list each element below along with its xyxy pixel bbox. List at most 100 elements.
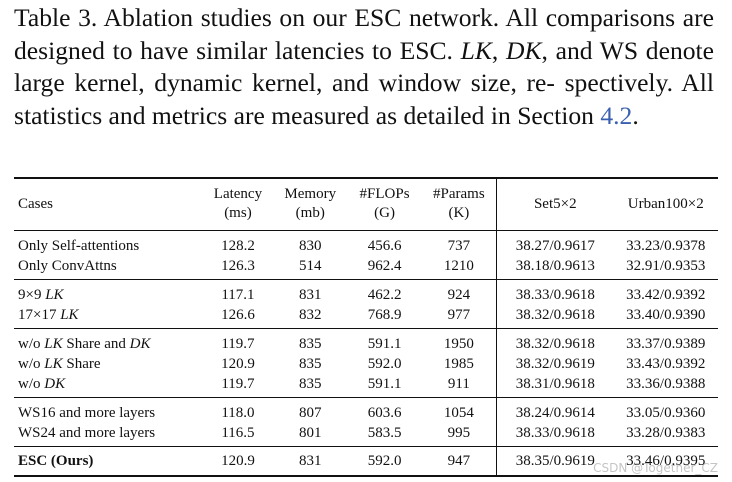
table-row: Only ConvAttns 126.3 514 962.4 1210 38.1… bbox=[14, 255, 718, 280]
cell-case: WS24 and more layers bbox=[14, 422, 203, 447]
case-text: w/o bbox=[18, 355, 45, 372]
case-symbol: DK bbox=[129, 335, 151, 352]
caption-line-2: are designed to have similar latencies t… bbox=[14, 3, 714, 65]
cell-params: 911 bbox=[421, 373, 497, 398]
cell-urban100: 33.42/0.9392 bbox=[626, 286, 706, 303]
group-window-size: WS16 and more layers 118.0 807 603.6 105… bbox=[14, 397, 718, 447]
cell-set5: 38.27/0.9617 bbox=[496, 230, 614, 256]
table-row-ours: ESC (Ours) 120.9 831 592.0 947 38.35/0.9… bbox=[14, 446, 718, 477]
cell-memory: 832 bbox=[273, 304, 348, 329]
cell-memory: 835 bbox=[299, 355, 322, 372]
cell-urban100: 32.91/0.9353 bbox=[613, 255, 718, 280]
group-kernel-size: 9×9 LK 117.1 831 462.2 924 38.33/0.9618 … bbox=[14, 279, 718, 329]
cell-memory: 835 bbox=[273, 373, 348, 398]
section-reference-link[interactable]: 4.2 bbox=[600, 100, 633, 130]
cell-latency: 120.9 bbox=[202, 446, 274, 477]
cell-params: 977 bbox=[421, 304, 497, 329]
case-symbol: DK bbox=[44, 375, 66, 392]
table-row: WS24 and more layers 116.5 801 583.5 995… bbox=[14, 422, 718, 447]
cell-flops: 462.2 bbox=[367, 286, 402, 303]
cell-urban100: 33.37/0.9389 bbox=[626, 335, 706, 352]
cell-flops: 583.5 bbox=[347, 422, 422, 447]
cell-latency: 126.6 bbox=[202, 304, 274, 329]
cell-params: 924 bbox=[447, 286, 471, 303]
group-final: ESC (Ours) 120.9 831 592.0 947 38.35/0.9… bbox=[14, 446, 718, 477]
cell-flops: 592.0 bbox=[347, 446, 422, 477]
caption-line-4: spectively. All statistics and metrics a… bbox=[14, 68, 714, 130]
cell-case: w/o LK Share and DK bbox=[14, 328, 203, 354]
header-memory: Memory (mb) bbox=[273, 177, 348, 231]
header-set5: Set5×2 bbox=[496, 177, 614, 231]
cell-flops: 962.4 bbox=[347, 255, 422, 280]
cell-case: ESC (Ours) bbox=[14, 446, 203, 477]
case-text: w/o bbox=[18, 375, 45, 392]
cell-memory: 831 bbox=[299, 286, 322, 303]
cell-latency: 119.7 bbox=[202, 373, 274, 398]
cell-flops: 592.0 bbox=[367, 355, 402, 372]
cell-set5: 38.32/0.9618 bbox=[496, 328, 614, 354]
caption-end: . bbox=[632, 100, 639, 130]
cell-case: w/o DK bbox=[14, 373, 203, 398]
table-row: WS16 and more layers 118.0 807 603.6 105… bbox=[14, 397, 718, 423]
case-symbol: LK bbox=[44, 335, 63, 352]
cell-params: 1950 bbox=[443, 335, 474, 352]
table-row: 17×17 LK 126.6 832 768.9 977 38.32/0.961… bbox=[14, 304, 718, 329]
cell-urban100: 33.05/0.9360 bbox=[626, 404, 706, 421]
header-params: #Params (K) bbox=[421, 177, 497, 231]
case-text: 17×17 bbox=[18, 306, 61, 323]
cell-urban100: 33.28/0.9383 bbox=[613, 422, 718, 447]
case-text: Share bbox=[62, 355, 101, 372]
cell-urban100: 33.43/0.9392 bbox=[626, 355, 706, 372]
table-row: 9×9 LK 117.1 831 462.2 924 38.33/0.9618 … bbox=[14, 279, 718, 305]
cell-params: 1985 bbox=[443, 355, 474, 372]
header-flops-unit: (G) bbox=[374, 205, 395, 222]
cell-flops: 768.9 bbox=[347, 304, 422, 329]
caption-separator: , bbox=[491, 35, 506, 65]
cell-set5: 38.31/0.9618 bbox=[496, 373, 614, 398]
header-flops: #FLOPs (G) bbox=[347, 177, 422, 231]
table-caption: Table 3. Ablation studies on our ESC net… bbox=[14, 2, 714, 132]
table-row: Only Self-attentions 128.2 830 456.6 737… bbox=[14, 230, 718, 256]
cell-memory: 831 bbox=[273, 446, 348, 477]
cell-flops: 456.6 bbox=[367, 237, 402, 254]
caption-lk-symbol: LK bbox=[460, 35, 492, 65]
caption-line-5: Section bbox=[517, 100, 601, 130]
cell-flops: 603.6 bbox=[367, 404, 402, 421]
table-row: w/o LK Share and DK 119.7 835 591.1 1950… bbox=[14, 328, 718, 354]
group-sharing: w/o LK Share and DK 119.7 835 591.1 1950… bbox=[14, 328, 718, 398]
header-flops-label: #FLOPs bbox=[359, 186, 410, 203]
case-text: Share and bbox=[62, 335, 130, 352]
table-row: w/o LK Share 120.9 835 592.0 1985 38.32/… bbox=[14, 353, 718, 374]
cell-urban100: 33.46/0.9395 bbox=[613, 446, 718, 477]
cell-latency: 117.1 bbox=[221, 286, 255, 303]
cell-case: 17×17 LK bbox=[14, 304, 203, 329]
watermark: CSDN @Together_CZ bbox=[593, 461, 718, 475]
cell-set5: 38.32/0.9618 bbox=[496, 304, 614, 329]
cell-case: w/o LK Share bbox=[14, 354, 203, 374]
header-memory-label: Memory bbox=[284, 186, 337, 203]
table-row: w/o DK 119.7 835 591.1 911 38.31/0.9618 … bbox=[14, 373, 718, 398]
header-urban100: Urban100×2 bbox=[613, 177, 718, 231]
cell-memory: 801 bbox=[273, 422, 348, 447]
cell-flops: 591.1 bbox=[367, 335, 402, 352]
group-attention-types: Only Self-attentions 128.2 830 456.6 737… bbox=[14, 230, 718, 280]
header-row: Cases Latency (ms) Memory (mb) #FLOPs (G… bbox=[14, 177, 718, 231]
cell-latency: 128.2 bbox=[221, 237, 255, 254]
header-latency-unit: (ms) bbox=[224, 205, 252, 222]
cell-set5: 38.33/0.9618 bbox=[496, 422, 614, 447]
caption-dk-symbol: DK bbox=[505, 35, 542, 65]
ablation-table: Cases Latency (ms) Memory (mb) #FLOPs (G… bbox=[14, 177, 718, 477]
cell-case: WS16 and more layers bbox=[18, 404, 156, 421]
case-symbol: LK bbox=[44, 355, 63, 372]
header-latency-label: Latency bbox=[213, 186, 263, 203]
case-text: w/o bbox=[18, 335, 45, 352]
header-latency: Latency (ms) bbox=[202, 177, 274, 231]
cell-params: 947 bbox=[421, 446, 497, 477]
cell-urban100: 33.40/0.9390 bbox=[613, 304, 718, 329]
cell-urban100: 33.36/0.9388 bbox=[613, 373, 718, 398]
cell-params: 995 bbox=[421, 422, 497, 447]
case-symbol: LK bbox=[45, 286, 64, 303]
cell-memory: 807 bbox=[299, 404, 322, 421]
caption-line-1: Table 3. Ablation studies on our ESC net… bbox=[14, 3, 676, 32]
cell-flops: 591.1 bbox=[347, 373, 422, 398]
